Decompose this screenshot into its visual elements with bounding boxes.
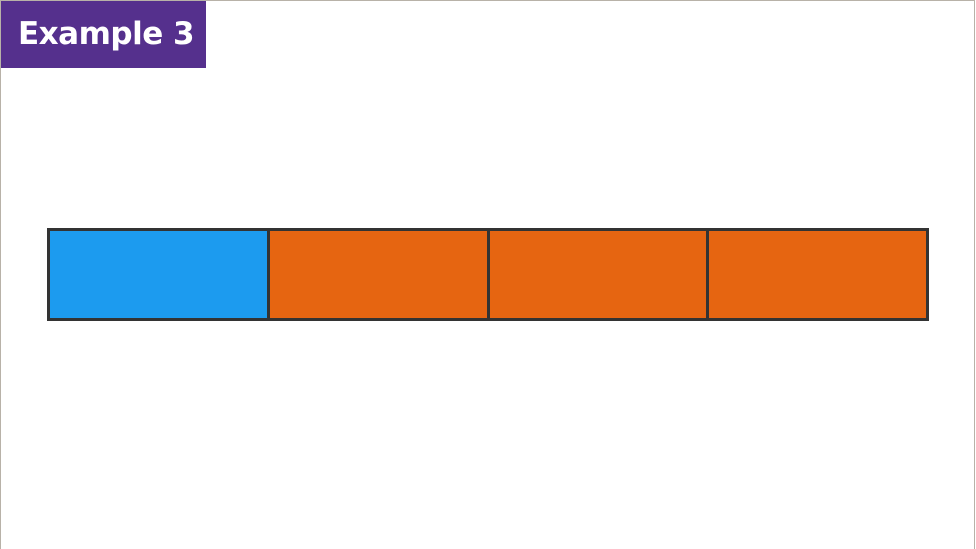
example-title-badge: Example 3 bbox=[1, 1, 206, 68]
bar-segment-3 bbox=[489, 231, 707, 318]
bar-segment-4 bbox=[709, 231, 926, 318]
bar-segment-2 bbox=[269, 231, 487, 318]
bar-segment-1 bbox=[50, 231, 267, 318]
fraction-bar bbox=[47, 228, 929, 321]
